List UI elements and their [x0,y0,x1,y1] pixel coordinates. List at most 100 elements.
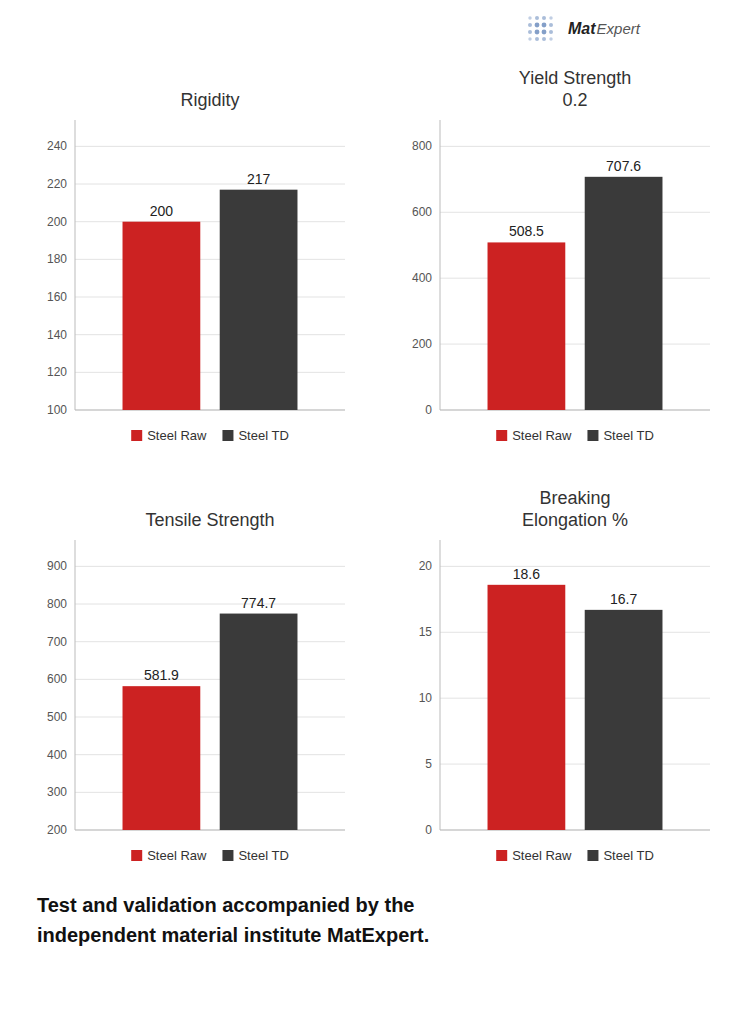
grid-line [440,566,710,567]
grid-line [75,372,345,373]
y-tick-label: 200 [47,215,67,229]
y-tick-label: 600 [412,205,432,219]
y-axis-line [75,120,76,410]
legend: Steel Raw Steel TD [131,428,289,443]
logo-dot [528,23,532,27]
grid-line [75,184,345,185]
y-tick-label: 160 [47,290,67,304]
y-tick-label: 180 [47,252,67,266]
grid-line [440,764,710,765]
legend-label: Steel TD [603,848,653,863]
data-label: 18.6 [513,566,540,582]
y-tick-label: 900 [47,559,67,573]
y-tick-label: 5 [425,757,432,771]
logo-dot [549,30,553,34]
footer-line: Test and validation accompanied by the [37,894,415,916]
title-line: Breaking [539,488,610,508]
logo-dot [549,16,552,19]
logo-dot [542,30,547,35]
grid-line [440,212,710,213]
grid-line [75,334,345,335]
legend-swatch [222,850,233,861]
data-labels: 508.5 707.6 [509,158,641,240]
grid-line [75,604,345,605]
grid-line [75,221,345,222]
data-label: 774.7 [241,595,276,611]
footer: Test and validation accompanied by the in… [37,894,429,946]
bars [123,614,298,830]
y-tick-label: 0 [425,403,432,417]
logo-dot [549,23,553,27]
y-tick-label: 120 [47,365,67,379]
y-tick-label: 400 [47,748,67,762]
grid-line [75,717,345,718]
y-tick-label: 300 [47,785,67,799]
legend-label: Steel Raw [147,848,207,863]
legend-swatch [587,850,598,861]
grid-line [75,297,345,298]
logo-dot [528,30,532,34]
page: MatExpertRigidity10012014016018020022024… [0,0,749,1024]
title-line: Tensile Strength [145,510,274,530]
grid-line [440,830,710,831]
grid-line [440,146,710,147]
chart-title: Rigidity [180,90,239,110]
y-tick-label: 600 [47,672,67,686]
bars [488,177,663,410]
grid-line [75,679,345,680]
data-label: 707.6 [606,158,641,174]
data-label: 508.5 [509,223,544,239]
logo-dot [528,37,531,40]
y-tick-label: 0 [425,823,432,837]
legend-swatch [131,850,142,861]
legend-swatch [131,430,142,441]
logo-dot [542,16,546,20]
logo-dot [542,23,547,28]
grid-line [440,278,710,279]
chart-title: BreakingElongation % [522,488,628,530]
legend-swatch [587,430,598,441]
legend-label: Steel Raw [147,428,207,443]
y-tick-label: 100 [47,403,67,417]
grid-line [75,410,345,411]
y-tick-label: 200 [47,823,67,837]
grid-line [75,641,345,642]
bar [585,610,663,830]
grid-line [75,830,345,831]
footer-line: independent material institute MatExpert… [37,924,429,946]
y-tick-label: 15 [419,625,433,639]
y-tick-label: 400 [412,271,432,285]
bar [488,585,566,830]
chart: Tensile Strength200300400500600700800900… [47,510,345,905]
logo-text: Mat [568,20,596,37]
grid-line [75,566,345,567]
x-axis-line [440,830,710,831]
data-labels: 18.616.7 [513,566,638,607]
legend-label: Steel Raw [512,428,572,443]
y-tick-label: 20 [419,559,433,573]
legend-label: Steel TD [238,848,288,863]
grid-line [440,344,710,345]
legend-label: Steel TD [238,428,288,443]
title-line: 0.2 [562,90,587,110]
grid-line [440,698,710,699]
x-axis-line [75,410,345,411]
x-axis-line [75,830,345,831]
title-line: Yield Strength [519,68,631,88]
background [0,0,749,1024]
data-labels: 200217 [150,171,271,219]
y-tick-label: 500 [47,710,67,724]
legend-swatch [222,430,233,441]
logo-dot [535,30,540,35]
chart-title: Yield Strength0.2 [519,68,631,110]
legend-label: Steel Raw [512,848,572,863]
bars [123,190,298,410]
logo-dot [535,23,540,28]
bars [488,585,663,830]
data-label: 581.9 [144,667,179,683]
legend: Steel RawSteel TD [496,428,654,443]
chart: Rigidity100120140160180200220240200217St… [47,90,345,598]
logo-dot [535,16,539,20]
y-axis-line [75,540,76,830]
y-axis-line [440,120,441,410]
